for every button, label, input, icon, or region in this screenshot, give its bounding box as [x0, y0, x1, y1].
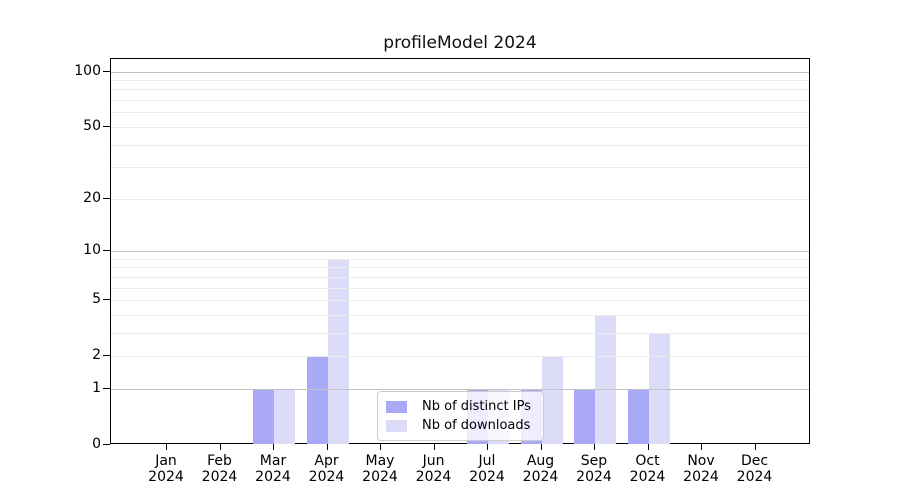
- x-tick-label-sep: Sep 2024: [576, 453, 612, 485]
- x-tick-mark-dec: [754, 444, 756, 450]
- x-tick-mark-feb: [219, 444, 221, 450]
- x-tick-mark-sep: [594, 444, 595, 450]
- y-tick-mark-1: [103, 387, 110, 389]
- bar-oct-downloads: [648, 332, 670, 444]
- gridline-6: [111, 287, 809, 289]
- x-tick-mark-apr: [326, 444, 328, 450]
- x-tick-mark-oct: [647, 444, 649, 450]
- bar-sep-downloads: [595, 314, 616, 444]
- legend-swatch-distinct-ips-icon: [386, 400, 407, 413]
- x-tick-mark-jul: [487, 444, 488, 450]
- y-tick-mark-2: [103, 355, 110, 357]
- x-tick-label-may: May 2024: [362, 453, 398, 485]
- y-tick-mark-0: [103, 444, 110, 445]
- bar-mar-distinct-ips: [253, 388, 274, 444]
- gridline-20: [111, 198, 809, 200]
- y-tick-label-2: 2: [92, 347, 101, 364]
- legend-item-downloads: Nb of downloads: [386, 416, 531, 435]
- y-tick-mark-10: [103, 249, 110, 251]
- gridline-90: [111, 80, 809, 82]
- gridline-5: [111, 300, 809, 302]
- y-tick-label-0: 0: [92, 436, 101, 452]
- gridline-1: [111, 388, 809, 390]
- gridline-9: [111, 258, 809, 260]
- gridline-40: [111, 144, 809, 146]
- x-tick-label-aug: Aug 2024: [522, 453, 559, 485]
- x-tick-mark-may: [380, 444, 381, 450]
- legend-item-distinct-ips: Nb of distinct IPs: [386, 397, 531, 416]
- y-tick-mark-20: [103, 197, 110, 199]
- gridline-10: [111, 250, 809, 252]
- gridline-3: [111, 332, 809, 334]
- bar-sep-distinct-ips: [574, 388, 595, 444]
- gridline-70: [111, 100, 809, 102]
- x-tick-label-mar: Mar 2024: [255, 453, 291, 485]
- gridline-60: [111, 112, 809, 114]
- x-tick-mark-aug: [540, 444, 542, 450]
- y-tick-mark-100: [103, 70, 110, 72]
- gridline-4: [111, 314, 809, 316]
- bar-aug-downloads: [541, 356, 563, 444]
- gridline-100: [111, 71, 809, 73]
- x-tick-label-oct: Oct 2024: [629, 453, 666, 485]
- y-tick-label-50: 50: [83, 117, 101, 134]
- x-tick-mark-jan: [166, 444, 167, 450]
- gridline-7: [111, 276, 809, 278]
- bar-mar-downloads: [274, 388, 295, 444]
- gridline-50: [111, 126, 809, 128]
- gridline-30: [111, 167, 809, 169]
- gridline-8: [111, 267, 809, 269]
- gridline-2: [111, 356, 809, 358]
- y-tick-label-100: 100: [74, 62, 101, 79]
- x-tick-label-jan: Jan 2024: [148, 453, 184, 485]
- legend-label-distinct-ips: Nb of distinct IPs: [422, 399, 531, 414]
- legend-swatch-downloads-icon: [386, 419, 407, 432]
- x-tick-label-apr: Apr 2024: [308, 453, 345, 485]
- plot-area: [110, 58, 810, 444]
- x-tick-mark-jun: [433, 444, 435, 450]
- x-tick-label-feb: Feb 2024: [201, 453, 238, 485]
- y-tick-label-20: 20: [83, 189, 101, 206]
- x-tick-mark-nov: [701, 444, 702, 450]
- x-tick-label-jun: Jun 2024: [415, 453, 452, 485]
- bar-apr-downloads: [327, 258, 349, 444]
- bar-oct-distinct-ips: [627, 388, 649, 444]
- y-tick-mark-50: [103, 125, 110, 127]
- x-tick-label-dec: Dec 2024: [736, 453, 773, 485]
- x-tick-mark-mar: [273, 444, 274, 450]
- chart-title: profileModel 2024: [383, 33, 537, 53]
- y-tick-label-1: 1: [92, 379, 101, 396]
- y-tick-mark-5: [103, 299, 110, 301]
- legend-label-downloads: Nb of downloads: [422, 418, 531, 433]
- y-tick-label-10: 10: [83, 241, 101, 258]
- x-tick-label-nov: Nov 2024: [683, 453, 719, 485]
- bar-apr-distinct-ips: [306, 356, 328, 444]
- x-tick-label-jul: Jul 2024: [469, 453, 505, 485]
- legend: Nb of distinct IPs Nb of downloads: [377, 391, 544, 441]
- y-tick-label-5: 5: [92, 291, 101, 308]
- gridline-80: [111, 89, 809, 91]
